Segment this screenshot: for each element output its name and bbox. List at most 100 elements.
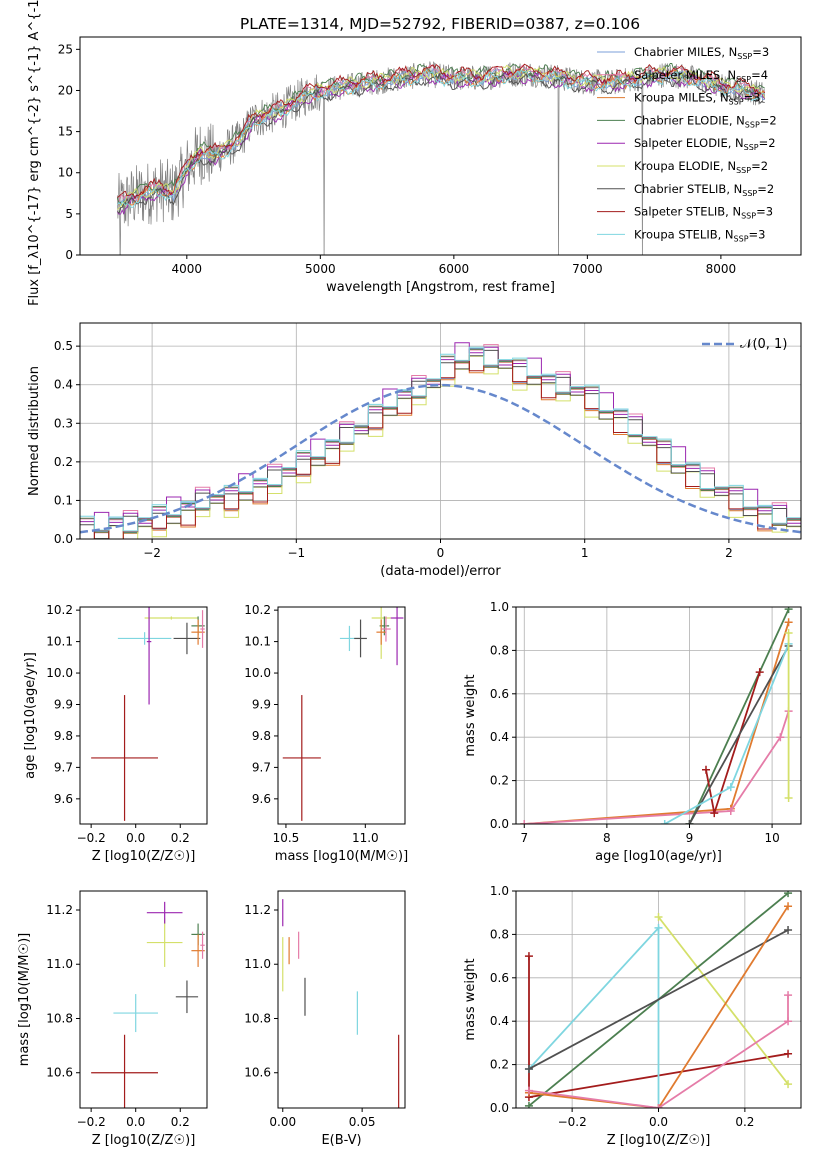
y-tick-label: 0.8 xyxy=(490,927,509,941)
x-tick-label: 1 xyxy=(581,546,589,560)
errorbar-point xyxy=(91,695,158,821)
errorbar-point xyxy=(173,622,201,655)
legend-entry-label: 𝒩(0, 1) xyxy=(740,337,787,352)
x-axis-label: Z [log10(Z/Z☉)] xyxy=(607,1133,711,1148)
model-spectrum-line xyxy=(117,69,766,215)
plot-area-spectrum xyxy=(116,61,766,255)
plot-area-age_vs_z xyxy=(91,607,205,821)
errorbar-point xyxy=(113,994,158,1033)
weight-marker xyxy=(784,629,793,638)
weight-marker xyxy=(654,913,663,922)
x-tick-label: 7000 xyxy=(572,262,603,276)
axes-mass_vs_z: −0.2 0.0 0.2 10.6 10.8 11.0 11.2 Z [log10(Z/Z☉)… xyxy=(17,890,208,1148)
x-tick-label: 0.0 xyxy=(126,831,145,845)
y-tick-label: 10.2 xyxy=(46,603,73,617)
weight-marker xyxy=(784,902,793,911)
y-tick-label: 1.0 xyxy=(490,884,509,898)
model-spectrum-line xyxy=(117,72,765,215)
x-tick-label: −1 xyxy=(287,546,305,560)
y-tick-label: 0.2 xyxy=(54,455,73,469)
errorbar-point xyxy=(146,918,183,967)
x-tick-label: 9 xyxy=(686,831,694,845)
y-tick-label: 15 xyxy=(58,125,73,139)
spectrum-legend: Chabrier MILES, NSSP=3 Salpeter MILES, NS… xyxy=(597,45,777,243)
axes-frame xyxy=(515,606,802,825)
x-tick-label: −0.2 xyxy=(77,831,106,845)
x-tick-label: 5000 xyxy=(305,262,336,276)
y-tick-label: 10.8 xyxy=(244,1011,271,1025)
y-tick-label: 9.7 xyxy=(252,760,271,774)
axes-age_vs_mass: 10.5 11.0 9.6 9.7 9.8 9.9 10.0 10.1 10.2 mass [lo… xyxy=(244,603,408,864)
plot-area-mass_vs_ebv xyxy=(282,899,400,1108)
axes-spectrum: 4000 5000 6000 7000 8000 0 5 10 15 20 25 wavelength… xyxy=(27,0,802,306)
x-tick-label: 7 xyxy=(520,831,528,845)
x-tick-label: 0.2 xyxy=(171,831,190,845)
x-tick-label: 0.2 xyxy=(735,1115,754,1129)
errorbar-point xyxy=(200,610,205,648)
weight-series xyxy=(524,923,663,1108)
y-tick-label: 11.0 xyxy=(244,957,271,971)
weight-line xyxy=(524,710,790,824)
weight-marker xyxy=(784,891,793,898)
weight-series xyxy=(784,629,793,802)
weight-marker xyxy=(654,923,663,932)
weight-line xyxy=(528,995,789,1108)
errorbar-point xyxy=(146,607,152,705)
y-tick-label: 11.2 xyxy=(46,903,73,917)
x-tick-label: 10 xyxy=(764,831,779,845)
x-axis-label: E(B-V) xyxy=(321,1133,361,1148)
x-axis-label: (data-model)/error xyxy=(380,564,501,579)
y-tick-label: 10 xyxy=(58,166,73,180)
model-spectrum-line xyxy=(117,64,766,202)
errorbar-point xyxy=(376,619,386,645)
y-tick-label: 1.0 xyxy=(490,600,509,614)
normal-curve xyxy=(80,383,801,534)
weight-marker xyxy=(784,991,793,1000)
y-tick-label: 10.1 xyxy=(244,635,271,649)
x-tick-label: −2 xyxy=(143,546,161,560)
axes-residuals: −2 −1 0 1 2 0.0 0.1 0.2 0.3 0.4 0.5 (data-model)/er… xyxy=(27,322,802,579)
weight-line xyxy=(528,905,789,1108)
axes-frame xyxy=(79,890,208,1109)
x-tick-label: 0.0 xyxy=(126,1115,145,1129)
errorbar-point xyxy=(91,1034,158,1108)
y-tick-label: 10.0 xyxy=(46,666,73,680)
axes-weight_vs_z: −0.2 0.0 0.2 0.0 0.2 0.4 0.6 0.8 1.0 Z [log10(Z/Z… xyxy=(463,884,802,1148)
weight-marker xyxy=(755,668,764,677)
y-tick-label: 10.8 xyxy=(46,1011,73,1025)
weight-marker xyxy=(784,926,793,935)
y-axis-label: Normed distribution xyxy=(27,366,42,496)
errorbar-point xyxy=(146,901,183,924)
y-tick-label: 10.1 xyxy=(46,635,73,649)
weight-marker xyxy=(784,793,793,802)
weight-marker xyxy=(520,820,529,824)
y-tick-label: 0.4 xyxy=(490,730,509,744)
weight-series xyxy=(520,618,793,824)
weight-marker xyxy=(685,820,694,824)
y-tick-label: 0.4 xyxy=(490,1014,509,1028)
y-tick-label: 10.2 xyxy=(244,603,271,617)
x-axis-label: mass [log10(M/M☉)] xyxy=(275,849,408,864)
weight-series xyxy=(520,707,793,824)
weight-marker xyxy=(784,1017,793,1026)
plot-area-weight_vs_age xyxy=(520,607,793,824)
figure-title: PLATE=1314, MJD=52792, FIBERID=0387, z=0… xyxy=(240,15,640,33)
x-tick-label: 6000 xyxy=(439,262,470,276)
x-tick-label: 8000 xyxy=(706,262,737,276)
x-axis-label: Z [log10(Z/Z☉)] xyxy=(92,849,196,864)
y-tick-label: 5 xyxy=(65,207,73,221)
legend-entry-label: Chabrier ELODIE, NSSP=2 xyxy=(634,113,777,129)
y-tick-label: 9.9 xyxy=(54,697,73,711)
weight-series xyxy=(654,913,793,1089)
y-tick-label: 0.1 xyxy=(54,493,73,507)
weight-marker xyxy=(654,1104,663,1108)
weight-marker xyxy=(726,783,735,792)
errorbar-point xyxy=(200,931,205,959)
legend-entry-label: Chabrier STELIB, NSSP=2 xyxy=(634,182,774,198)
plot-area-residuals xyxy=(80,342,801,539)
weight-line xyxy=(664,643,790,824)
weight-line xyxy=(524,621,790,824)
y-tick-label: 9.9 xyxy=(252,697,271,711)
axes-mass_vs_ebv: 0.00 0.05 10.6 10.8 11.0 11.2 E(B-V) xyxy=(244,890,406,1148)
